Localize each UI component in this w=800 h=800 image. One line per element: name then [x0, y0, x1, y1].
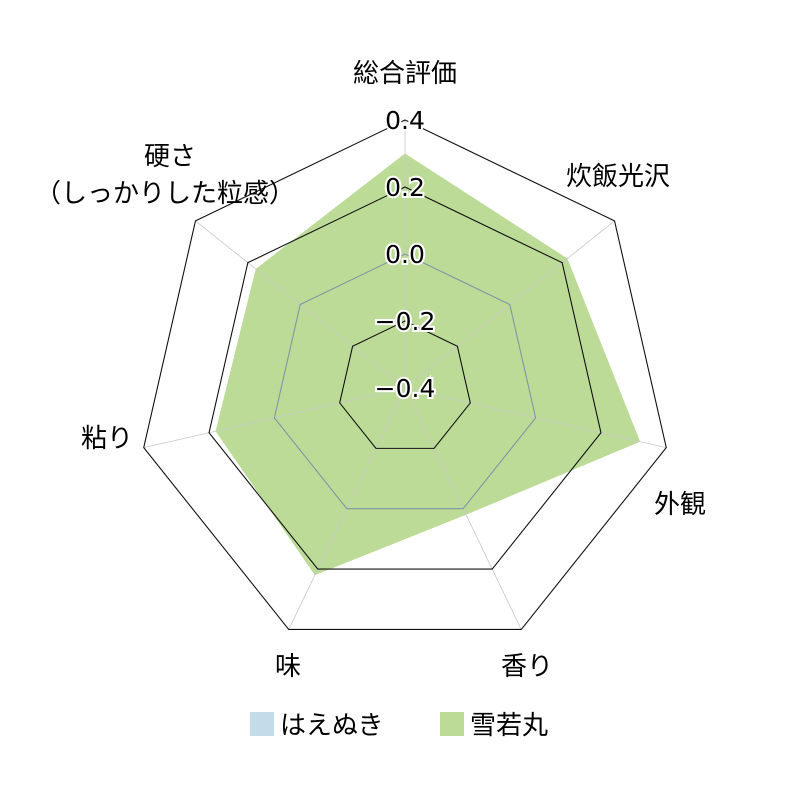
legend-item-1: 雪若丸 [440, 711, 548, 741]
axis-label: 炊飯光沢 [566, 162, 670, 192]
axis-label: 硬さ [144, 142, 196, 172]
legend-label: 雪若丸 [470, 711, 548, 741]
grid-ring [273, 253, 537, 510]
grid-ring [208, 186, 602, 570]
series-area-1 [215, 153, 641, 576]
tick-label: −0.4 [375, 374, 436, 403]
axis-label: 味 [275, 652, 301, 682]
axis-label: 香り [501, 652, 553, 682]
tick-label: 0.2 [385, 173, 425, 202]
tick-label: −0.2 [375, 307, 436, 336]
grid-ring [143, 119, 667, 631]
legend-swatch [440, 712, 464, 736]
grid-ring [339, 320, 471, 449]
legend-label: はえぬき [280, 711, 383, 741]
axis-label: 総合評価 [353, 59, 457, 89]
axis-label: （しっかりした粒感） [35, 179, 295, 209]
legend-swatch [250, 712, 274, 736]
tick-label: 0.0 [385, 240, 425, 269]
axis-label: 粘り [81, 424, 133, 454]
legend-item-0: はえぬき [250, 711, 383, 741]
axis-label: 外観 [654, 490, 706, 520]
tick-label: 0.4 [385, 106, 425, 135]
